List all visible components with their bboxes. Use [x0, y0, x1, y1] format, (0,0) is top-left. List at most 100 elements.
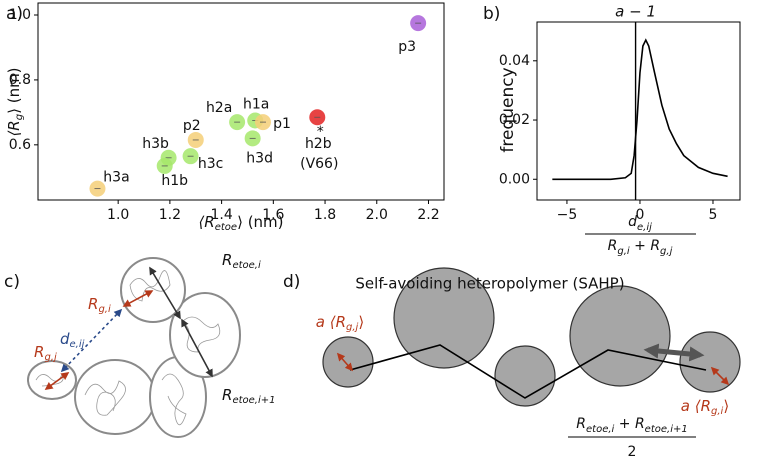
x-axis-label-denominator-part: g,j	[660, 246, 673, 257]
diagram-label: Rg,j	[34, 343, 57, 364]
arrows-c	[44, 266, 213, 390]
diagram-title: Self-avoiding heteropolymer (SAHP)	[355, 275, 624, 293]
x-axis-label-part: ⟨R	[198, 213, 214, 231]
x-axis-label-denominator-part: R	[608, 238, 618, 254]
diagram-label: a ⟨Rg,j⟩	[316, 313, 364, 334]
diagram-label-part: g,i	[711, 406, 724, 417]
x-tick-label: 1.8	[314, 207, 336, 223]
fraction-numerator-part: etoe,i	[586, 424, 615, 435]
y-tick-label: 1.0	[9, 7, 31, 23]
diagram-label-part: d	[60, 330, 70, 348]
y-axis-label-part: g	[14, 114, 25, 120]
y-axis-label-part: ⟨R	[5, 120, 23, 136]
x-axis-label-denominator: Rg,i + Rg,j	[608, 238, 673, 257]
blob	[74, 359, 156, 435]
diagram-label-part: etoe,i	[232, 260, 261, 271]
diagram-label-part: a ⟨R	[316, 313, 346, 331]
backbone	[349, 344, 707, 399]
diagram-label-part: ⟩	[358, 313, 364, 331]
point-label: h3b	[142, 136, 169, 152]
arrow	[149, 266, 181, 320]
bead	[322, 336, 374, 388]
bead	[393, 267, 495, 369]
y-axis-label: frequency	[498, 67, 518, 152]
point-label: h3a	[103, 170, 129, 186]
diagram-d	[322, 267, 741, 407]
diagram-label-part: R	[222, 386, 232, 404]
x-tick-label: 2.2	[417, 207, 439, 223]
diagram-c	[27, 257, 241, 438]
chain	[161, 373, 187, 426]
x-axis-label-denominator-part: g,i	[617, 246, 630, 257]
diagram-label: Retoe,i	[222, 251, 261, 272]
line	[552, 38, 728, 181]
annotation: *	[317, 124, 324, 140]
x-tick-label: 0	[635, 207, 644, 223]
diagram-label-part: a ⟨R	[681, 397, 711, 415]
x-tick-label: 1.6	[262, 207, 284, 223]
x-axis-label-numerator: de,ij	[628, 214, 652, 233]
y-tick-label: 0.8	[9, 72, 31, 88]
panel-label: d)	[283, 272, 300, 292]
diagram-label-part: e,ij	[70, 339, 85, 350]
fraction-numerator: Retoe,i + Retoe,i+1	[576, 416, 687, 435]
fraction-numerator-part: R	[576, 416, 586, 432]
diagram-label-part: R	[34, 343, 44, 361]
panel-label: a)	[6, 4, 23, 24]
arrow	[336, 352, 354, 372]
blob	[120, 257, 186, 323]
x-axis-label-numerator-part: d	[628, 214, 637, 230]
diagram-label-part: ⟩	[723, 397, 729, 415]
diagram-label: Retoe,i+1	[222, 386, 275, 407]
diagram-label-part: etoe,i+1	[232, 395, 275, 406]
diagram-label: a ⟨Rg,i⟩	[681, 397, 729, 418]
arrow	[181, 318, 213, 378]
fraction-numerator-part: + R	[614, 416, 644, 432]
y-tick-label: 0.00	[499, 171, 530, 187]
fraction-denominator: 2	[628, 444, 637, 458]
arrow	[643, 343, 705, 362]
diagram-label-part: R	[222, 251, 232, 269]
x-axis-label-numerator-part: e,ij	[637, 222, 652, 233]
point-label: p3	[398, 39, 416, 55]
x-axis-label-denominator-part: + R	[630, 238, 660, 254]
x-tick-label: 5	[709, 207, 718, 223]
arrow	[122, 290, 154, 307]
point-label: h1a	[243, 96, 269, 112]
x-tick-label: 2.0	[366, 207, 388, 223]
diagram-label: Rg,i	[88, 295, 111, 316]
diagram-label-part: R	[88, 295, 98, 313]
point-label: h2b	[305, 136, 332, 152]
diagram-label-part: g,i	[98, 304, 111, 315]
point-label: h3c	[198, 156, 223, 172]
y-tick-label: 0.6	[9, 137, 31, 153]
y-tick-label: 0.02	[499, 112, 530, 128]
y-tick-label: 0.04	[499, 53, 530, 69]
annotation: (V66)	[300, 156, 338, 172]
bead	[679, 331, 741, 393]
x-tick-label: 1.2	[159, 207, 181, 223]
diagram-label: de,ij	[60, 330, 85, 351]
x-tick-label: 1.0	[107, 207, 129, 223]
x-tick-label: −5	[557, 207, 578, 223]
arrow	[60, 308, 123, 373]
fraction-numerator-part: etoe,i+1	[645, 424, 688, 435]
chain	[84, 380, 126, 416]
diagram-label-part: g,j	[346, 322, 359, 333]
bead	[569, 285, 671, 387]
point-label: p1	[273, 116, 291, 132]
bead	[494, 345, 556, 407]
plot-frame	[536, 21, 741, 201]
y-axis-label-part: ⟩ (nm)	[5, 67, 23, 113]
x-axis-label-part: ⟩ (nm)	[237, 213, 283, 231]
x-axis-label: ⟨Retoe⟩ (nm)	[198, 213, 283, 234]
diagram-label-part: g,j	[44, 352, 57, 363]
y-axis-label: ⟨Rg⟩ (nm)	[5, 67, 26, 136]
panel-label: c)	[4, 272, 20, 292]
point-label: h2a	[206, 100, 232, 116]
reference-label: a − 1	[615, 3, 656, 21]
x-axis-label-part: etoe	[215, 222, 237, 233]
panel-label: b)	[483, 4, 500, 24]
plot-frame	[37, 2, 445, 201]
